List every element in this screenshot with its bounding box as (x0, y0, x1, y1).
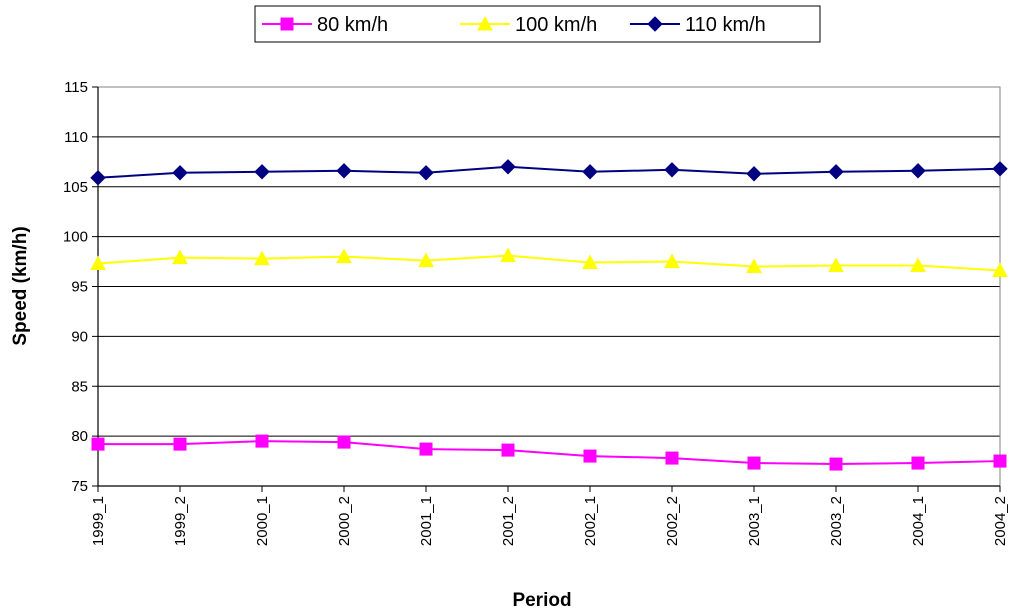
x-tick-label: 2000_2 (336, 496, 353, 546)
data-point (91, 437, 105, 451)
data-point (501, 443, 515, 457)
x-tick-label: 2003_1 (746, 496, 763, 546)
x-tick-label: 2000_1 (254, 496, 271, 546)
legend-box (254, 5, 821, 43)
data-point (583, 449, 597, 463)
legend-item: 100 km/h (460, 14, 597, 36)
data-point (336, 163, 352, 179)
x-tick-label: 2001_1 (418, 496, 435, 546)
y-tick-label: 75 (71, 478, 88, 495)
legend-marker (280, 17, 294, 31)
series-layer (90, 159, 1008, 471)
x-tick-label: 2002_1 (582, 496, 599, 546)
data-point (993, 454, 1007, 468)
data-point (664, 162, 680, 178)
x-tick-label: 2004_2 (992, 496, 1009, 546)
y-tick-label: 85 (71, 378, 88, 395)
y-axis-title: Speed (km/h) (10, 226, 31, 345)
data-point (746, 258, 762, 274)
data-point (829, 457, 843, 471)
data-point (500, 247, 516, 263)
data-point (500, 159, 516, 175)
data-point (173, 437, 187, 451)
y-tick-label: 100 (63, 229, 88, 246)
data-point (911, 456, 925, 470)
legend-label: 80 km/h (317, 14, 388, 36)
y-tick-label: 90 (71, 328, 88, 345)
data-point (90, 170, 106, 186)
data-point (419, 442, 433, 456)
series-1 (91, 434, 1007, 471)
data-point (90, 255, 106, 271)
data-point (992, 262, 1008, 278)
legend-marker (647, 16, 663, 32)
data-point (828, 164, 844, 180)
x-tick-label: 2001_2 (500, 496, 517, 546)
data-point (665, 451, 679, 465)
y-tick-label: 80 (71, 428, 88, 445)
data-point (418, 165, 434, 181)
legend: 80 km/h 100 km/h 110 km/h (254, 5, 821, 43)
y-tick-label: 110 (64, 129, 88, 146)
x-tick-label: 2003_2 (828, 496, 845, 546)
data-point (172, 165, 188, 181)
axes (92, 86, 1001, 492)
x-tick-label: 1999_2 (172, 496, 189, 546)
x-tick-label: 2002_2 (664, 496, 681, 546)
data-point (910, 163, 926, 179)
data-point (255, 434, 269, 448)
series-line (97, 254, 1001, 272)
legend-label: 100 km/h (515, 14, 597, 36)
data-point (172, 249, 188, 265)
x-tick-label: 1999_1 (90, 496, 107, 546)
legend-marker (477, 15, 493, 31)
series-3 (90, 159, 1008, 186)
legend-label: 110 km/h (685, 14, 766, 36)
y-tick-label: 95 (71, 279, 88, 296)
gridlines (98, 86, 1000, 437)
data-point (828, 257, 844, 273)
y-tick-label: 115 (64, 79, 88, 96)
y-axis-ticks: 75 80 85 90 95 100 105 110 115 (63, 79, 88, 495)
data-point (582, 164, 598, 180)
data-point (336, 248, 352, 264)
data-point (254, 164, 270, 180)
y-tick-label: 105 (63, 179, 88, 196)
data-point (746, 166, 762, 182)
data-point (747, 456, 761, 470)
data-point (664, 253, 680, 269)
data-point (582, 254, 598, 270)
data-point (910, 257, 926, 273)
legend-item: 80 km/h (262, 14, 388, 36)
legend-item: 110 km/h (630, 14, 766, 36)
x-tick-label: 2004_1 (910, 496, 927, 546)
series-line (97, 165, 1001, 179)
data-point (337, 435, 351, 449)
data-point (992, 161, 1008, 177)
x-axis-ticks: 1999_1 1999_2 2000_1 2000_2 2001_1 2001_2 2002… (90, 496, 1009, 546)
data-point (254, 250, 270, 266)
series-2 (90, 247, 1008, 278)
data-point (418, 252, 434, 268)
x-axis-title: Period (512, 590, 571, 611)
series-line (98, 440, 1001, 466)
